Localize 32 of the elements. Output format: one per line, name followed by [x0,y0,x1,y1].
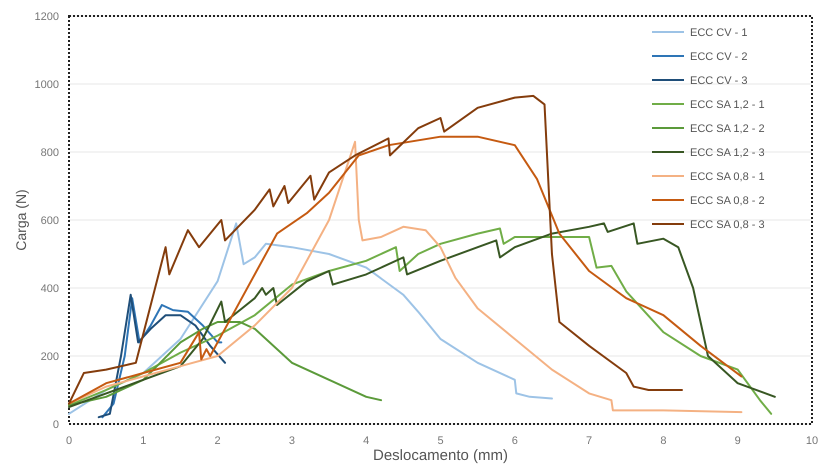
x-tick-label: 2 [214,435,221,447]
y-tick-label: 600 [40,215,59,227]
legend-label: ECC SA 1,2 - 3 [690,147,765,159]
line-series [68,321,382,406]
x-axis-title: Deslocamento (mm) [372,447,508,464]
y-axis-title: Carga (N) [13,189,29,251]
x-tick-label: 8 [660,435,666,447]
y-tick-label: 0 [52,419,59,431]
x-tick-label: 3 [288,435,295,447]
y-tick-label: 200 [40,351,59,363]
x-tick-label: 5 [437,435,444,447]
y-tick-label: 1000 [34,79,59,91]
x-tick-label: 9 [734,435,741,447]
legend-label: ECC SA 1,2 - 1 [690,99,765,111]
x-tick-label: 7 [586,435,592,447]
x-tick-label: 10 [806,435,818,447]
x-tick-label: 1 [140,435,146,447]
legend-label: ECC CV - 2 [690,51,748,63]
legend-label: ECC SA 0,8 - 3 [690,219,765,231]
x-tick-label: 0 [66,435,72,447]
y-tick-label: 400 [40,283,59,295]
x-tick-label: 6 [512,435,518,447]
legend-label: ECC CV - 1 [690,27,748,39]
legend-label: ECC SA 0,8 - 1 [690,171,765,183]
x-tick-label: 4 [363,435,370,447]
legend-label: ECC CV - 3 [690,75,748,87]
legend-label: ECC SA 1,2 - 2 [690,123,765,135]
line-series [68,222,553,415]
y-tick-label: 1200 [34,11,59,23]
legend-label: ECC SA 0,8 - 2 [690,195,765,207]
line-series [68,94,683,405]
y-tick-label: 800 [40,147,59,159]
